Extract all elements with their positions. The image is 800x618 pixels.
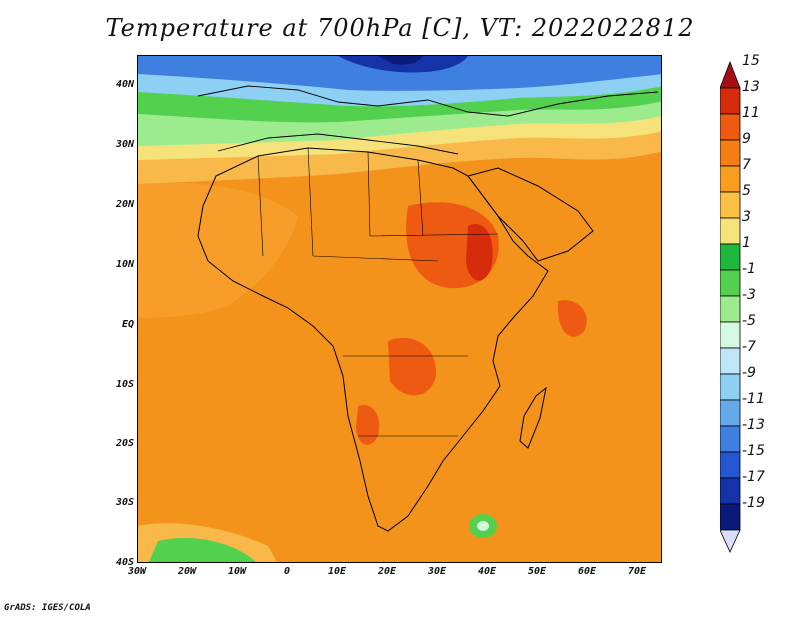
lon-tick-50e: 50E	[527, 566, 547, 577]
colorbar-label: 1	[742, 235, 751, 251]
lon-tick-60e: 60E	[577, 566, 597, 577]
lat-tick-30n: 30N	[115, 139, 134, 150]
colorbar-box	[720, 477, 741, 505]
colorbar-box	[720, 243, 741, 271]
colorbar-box	[720, 139, 741, 167]
temperature-field	[138, 56, 661, 562]
lon-tick-30e: 30E	[427, 566, 447, 577]
colorbar-box	[720, 269, 741, 297]
lat-tick-eq: EQ	[121, 319, 134, 330]
colorbar-label: -7	[742, 339, 756, 355]
lat-tick-20n: 20N	[115, 199, 134, 210]
lat-tick-40s: 40S	[115, 557, 134, 568]
lat-tick-10s: 10S	[115, 379, 134, 390]
lat-tick-10n: 10N	[115, 259, 134, 270]
grads-credit: GrADS: IGES/COLA	[4, 603, 91, 613]
colorbar-box	[720, 425, 741, 453]
lon-tick-70e: 70E	[627, 566, 647, 577]
lon-tick-40e: 40E	[477, 566, 497, 577]
colorbar-box	[720, 295, 741, 323]
colorbar-label: -15	[742, 443, 765, 459]
colorbar-box	[720, 113, 741, 141]
colorbar-label: 11	[742, 105, 760, 121]
colorbar-label: -11	[742, 391, 765, 407]
colorbar-label: -3	[742, 287, 756, 303]
colorbar-label: 9	[742, 131, 751, 147]
lon-tick-30w: 30W	[127, 566, 147, 577]
lon-tick-20e: 20E	[377, 566, 397, 577]
colorbar-label: -5	[742, 313, 756, 329]
colorbar-box	[720, 217, 741, 245]
lat-tick-40n: 40N	[115, 79, 134, 90]
colorbar-label: -19	[742, 495, 765, 511]
lon-tick-10w: 10W	[227, 566, 247, 577]
lon-tick-0: 0	[283, 566, 291, 577]
colorbar-box	[720, 191, 741, 219]
colorbar-label: -17	[742, 469, 765, 485]
colorbar-label: -1	[742, 261, 756, 277]
lon-tick-20w: 20W	[177, 566, 197, 577]
lon-tick-10e: 10E	[327, 566, 347, 577]
colorbar-box	[720, 399, 741, 427]
map-panel	[137, 55, 662, 563]
colorbar	[720, 60, 741, 553]
colorbar-label: 5	[742, 183, 751, 199]
lat-tick-30s: 30S	[115, 497, 134, 508]
map-title: Temperature at 700hPa [C], VT: 202202281…	[105, 14, 695, 42]
colorbar-label: -9	[742, 365, 756, 381]
colorbar-box	[720, 165, 741, 193]
colorbar-box	[720, 87, 741, 115]
colorbar-box	[720, 451, 741, 479]
colorbar-label: -13	[742, 417, 765, 433]
colorbar-label: 3	[742, 209, 751, 225]
colorbar-box	[720, 503, 741, 531]
lat-tick-20s: 20S	[115, 438, 134, 449]
colorbar-box	[720, 347, 741, 375]
colorbar-box	[720, 321, 741, 349]
colorbar-box	[720, 60, 741, 89]
colorbar-box	[720, 373, 741, 401]
colorbar-label: 7	[742, 157, 751, 173]
colorbar-label: 15	[742, 53, 760, 69]
colorbar-label: 13	[742, 79, 760, 95]
colorbar-box	[720, 529, 741, 553]
